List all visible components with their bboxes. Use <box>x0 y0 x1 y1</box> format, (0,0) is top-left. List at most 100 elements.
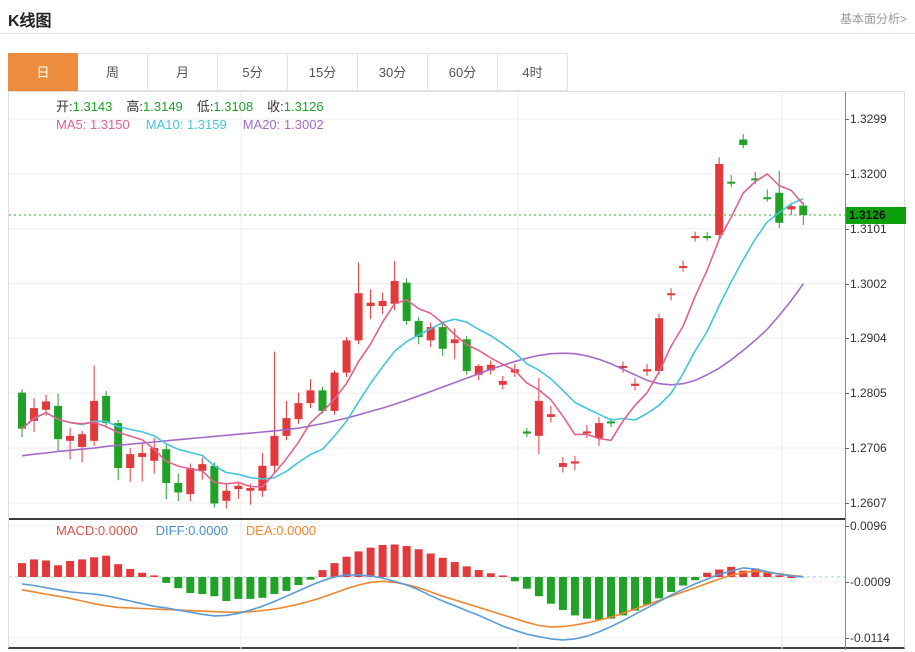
candle-body <box>522 431 531 434</box>
macd-bar <box>306 577 315 580</box>
tab-15min[interactable]: 15分 <box>288 53 358 91</box>
page-title: K线图 <box>8 13 52 30</box>
ma10-line <box>21 197 804 480</box>
ma5-legend: MA5: 1.3150 <box>56 117 130 132</box>
macd-bar <box>354 551 363 577</box>
y-axis-label: 1.3299 <box>850 112 887 126</box>
tab-30min[interactable]: 30分 <box>358 53 428 91</box>
macd-bar <box>631 577 640 611</box>
macd-bar <box>438 557 447 577</box>
macd-bar <box>30 559 39 577</box>
candle-body <box>450 339 459 344</box>
axis-tick <box>845 119 849 120</box>
tab-week[interactable]: 周 <box>78 53 148 91</box>
macd-bar <box>186 577 195 593</box>
candle-body <box>42 401 51 410</box>
candle-body <box>438 327 447 349</box>
candle-body <box>78 434 87 447</box>
candle-body <box>775 192 784 223</box>
macd-bar <box>510 577 519 582</box>
candle-body <box>498 380 507 385</box>
y-axis-label: 0.0096 <box>850 519 887 533</box>
ohlc-legend: 开:1.3143 高:1.3149 低:1.3108 收:1.3126 <box>56 96 338 115</box>
dea-line <box>21 570 804 628</box>
macd-bar <box>210 577 219 597</box>
macd-bar <box>222 577 231 601</box>
y-axis-label: -0.0114 <box>850 631 890 645</box>
candle-body <box>378 301 387 307</box>
tab-5min[interactable]: 5分 <box>218 53 288 91</box>
macd-bar <box>655 577 664 599</box>
macd-bar <box>66 561 75 577</box>
close-label: 收: <box>267 99 284 114</box>
candle-body <box>366 302 375 307</box>
macd-bar <box>54 565 63 577</box>
y-axis-label: -0.0009 <box>850 575 891 589</box>
macd-bar <box>342 556 351 577</box>
period-tabbar: 日 周 月 5分 15分 30分 60分 4时 <box>8 53 568 91</box>
candle-body <box>414 320 423 338</box>
candle-body <box>162 449 171 484</box>
candle-body <box>655 318 664 371</box>
macd-bar <box>414 549 423 577</box>
low-value: 1.3108 <box>213 99 254 114</box>
candle-body <box>234 485 243 490</box>
candle-body <box>102 395 111 424</box>
tab-60min[interactable]: 60分 <box>428 53 498 91</box>
tab-4hour[interactable]: 4时 <box>498 53 568 91</box>
candle-body <box>679 266 688 269</box>
open-label: 开: <box>56 99 73 114</box>
axis-tick <box>845 284 849 285</box>
high-value: 1.3149 <box>143 99 183 114</box>
candle-body <box>138 453 147 457</box>
candle-body <box>66 435 75 441</box>
candle-body <box>426 327 435 341</box>
tab-month[interactable]: 月 <box>148 53 218 91</box>
candle-body <box>462 339 471 371</box>
candle-body <box>582 431 591 434</box>
candle-body <box>594 423 603 439</box>
candle-body <box>703 236 712 239</box>
macd-bar <box>582 577 591 619</box>
diff-value-legend: DIFF:0.0000 <box>155 523 228 538</box>
candle-body <box>667 293 676 296</box>
axis-tick <box>845 338 849 339</box>
macd-bar <box>522 577 531 589</box>
candle-body <box>390 281 399 304</box>
macd-bar <box>426 553 435 577</box>
chart-canvas[interactable] <box>9 92 906 650</box>
fundamental-analysis-link[interactable]: 基本面分析> <box>839 12 907 26</box>
macd-bar <box>715 569 724 577</box>
diff-line <box>21 567 804 641</box>
ma10-legend: MA10: 1.3159 <box>145 117 227 132</box>
macd-bar <box>366 547 375 577</box>
macd-bar <box>558 577 567 611</box>
tab-day[interactable]: 日 <box>8 53 78 91</box>
candle-body <box>715 163 724 235</box>
candle-body <box>270 435 279 466</box>
candle-body <box>546 414 555 417</box>
candle-body <box>631 383 640 386</box>
macd-bar <box>18 563 26 577</box>
ma-legend: MA5: 1.3150 MA10: 1.3159 MA20: 1.3002 <box>56 117 324 132</box>
candle-body <box>606 421 615 424</box>
macd-bar <box>727 566 736 577</box>
axis-tick <box>845 638 849 639</box>
candle-body <box>727 181 736 184</box>
macd-bar <box>114 564 123 577</box>
macd-bar <box>546 577 555 604</box>
macd-bar <box>90 557 99 577</box>
macd-bar <box>258 577 267 598</box>
macd-legend: MACD:0.0000 DIFF:0.0000 DEA:0.0000 <box>56 523 316 538</box>
macd-bar <box>619 577 627 616</box>
candle-body <box>294 403 303 420</box>
macd-bar <box>691 577 700 581</box>
macd-bar <box>474 570 483 577</box>
close-value: 1.3126 <box>283 99 324 114</box>
macd-bar <box>606 577 615 619</box>
candle-body <box>691 236 700 239</box>
candle-body <box>282 418 291 436</box>
macd-bar <box>138 572 147 577</box>
candle-body <box>751 178 760 181</box>
